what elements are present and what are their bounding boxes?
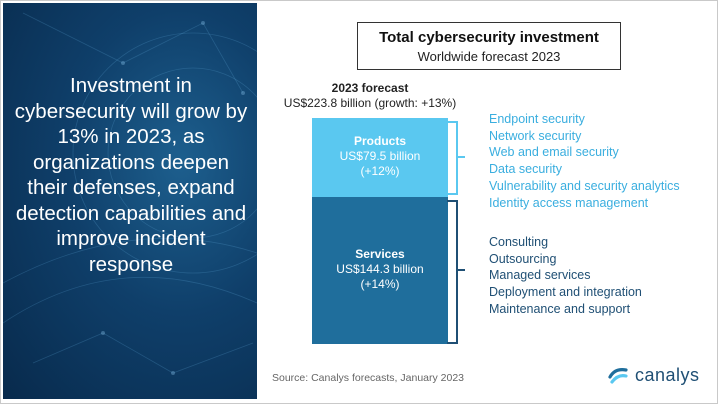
- products-bracket: [447, 121, 458, 195]
- list-item: Vulnerability and security analytics: [489, 178, 680, 193]
- list-item: Maintenance and support: [489, 301, 631, 316]
- services-value: US$144.3 billion: [336, 262, 424, 276]
- services-bracket: [447, 200, 458, 344]
- total-forecast-value: US$223.8 billion (growth: +13%): [283, 96, 457, 110]
- list-item: Managed services: [489, 268, 591, 283]
- chart-title: Total cybersecurity investment: [379, 29, 599, 46]
- list-item: Deployment and integration: [489, 285, 642, 300]
- services-bracket-tick: [456, 269, 465, 271]
- list-item: Consulting: [489, 235, 549, 249]
- chart-subtitle: Worldwide forecast 2023: [417, 49, 561, 64]
- headline-text: Investment in cybersecurity will grow by…: [14, 74, 248, 276]
- list-item: Identity access management: [489, 195, 649, 210]
- products-value: US$79.5 billion: [339, 149, 421, 163]
- logo-text: canalys: [635, 364, 700, 385]
- services-segment-list: Consulting Outsourcing Managed services …: [489, 234, 642, 318]
- list-item: Web and email security: [489, 145, 619, 160]
- canalys-logo: canalys: [607, 364, 700, 386]
- services-label: Services: [355, 247, 405, 261]
- list-item: Outsourcing: [489, 251, 557, 266]
- total-forecast-label: 2023 forecast: [331, 81, 409, 95]
- products-segment-list: Endpoint security Network security Web a…: [489, 111, 680, 211]
- bar-segment-services: Services US$144.3 billion (+14%): [312, 197, 448, 344]
- products-label: Products: [353, 134, 406, 148]
- products-growth: (+12%): [360, 164, 400, 178]
- total-forecast: 2023 forecast US$223.8 billion (growth: …: [270, 81, 470, 111]
- source-note: Source: Canalys forecasts, January 2023: [272, 372, 465, 384]
- products-bracket-tick: [456, 156, 465, 158]
- list-item: Endpoint security: [489, 112, 585, 126]
- canalys-logo-icon: [608, 368, 628, 384]
- services-growth: (+14%): [360, 277, 400, 291]
- list-item: Network security: [489, 128, 582, 143]
- list-item: Data security: [489, 162, 562, 177]
- chart-title-box: Total cybersecurity investment Worldwide…: [357, 22, 621, 70]
- network-background-graphic: [3, 12, 257, 375]
- headline-panel: Investment in cybersecurity will grow by…: [3, 3, 257, 399]
- bar-segment-products: Products US$79.5 billion (+12%): [312, 118, 448, 197]
